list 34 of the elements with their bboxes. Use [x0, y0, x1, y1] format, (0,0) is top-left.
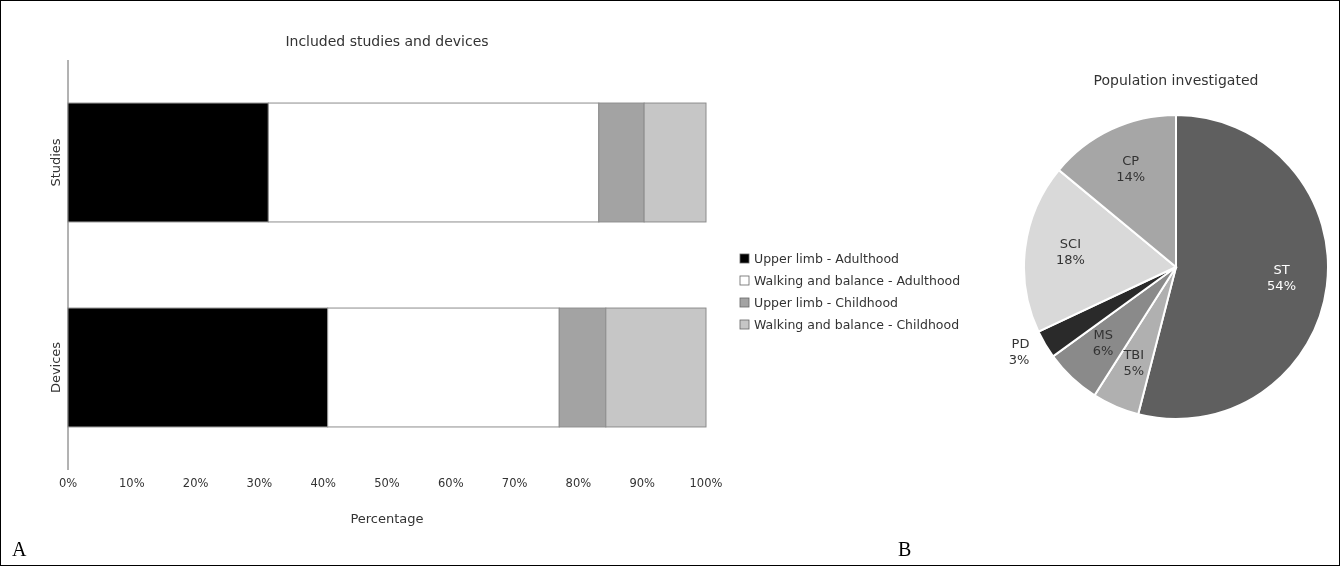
x-tick-label: 60%	[438, 476, 464, 490]
x-tick-label: 20%	[182, 476, 209, 490]
data-label: 14%	[1116, 168, 1146, 184]
x-tick-label: 90%	[629, 476, 656, 490]
slice-label: ST	[1273, 262, 1290, 278]
legend-label: Upper limb - Childhood	[754, 295, 899, 310]
x-axis-title: Percentage	[350, 511, 424, 526]
x-tick-label: 40%	[310, 476, 337, 490]
slice-label: SCI	[1059, 235, 1082, 251]
x-tick-label: 30%	[246, 476, 273, 490]
data-label: 6%	[1092, 342, 1114, 358]
slice-label: MS	[1093, 326, 1113, 342]
x-tick-label: 0%	[58, 476, 78, 490]
legend-label: Upper limb - Adulthood	[754, 251, 900, 266]
slice-label: CP	[1122, 152, 1140, 168]
chart-title: Population investigated	[1093, 72, 1259, 88]
data-label: 5%	[1123, 362, 1145, 378]
data-label: 18%	[1055, 251, 1085, 267]
slice-label: PD	[1011, 335, 1030, 351]
x-tick-label: 100%	[689, 476, 723, 490]
text: Walking and balance - Adulthood	[754, 273, 961, 288]
x-tick-label: 80%	[565, 476, 592, 490]
data-label: 54%	[1267, 278, 1297, 294]
x-tick-label: 10%	[119, 476, 145, 490]
x-tick-label: 50%	[374, 476, 400, 490]
y-tick-label: Devices	[48, 341, 63, 394]
legend-label: Walking and balance - Childhood	[754, 317, 960, 332]
text: A	[12, 538, 27, 560]
chart-title: Included studies and devices	[285, 33, 489, 49]
data-label: 3%	[1008, 351, 1030, 367]
y-tick-label: Studies	[48, 138, 63, 187]
slice-label: TBI	[1122, 346, 1145, 362]
x-tick-label: 70%	[501, 476, 528, 490]
text: B	[898, 538, 912, 560]
